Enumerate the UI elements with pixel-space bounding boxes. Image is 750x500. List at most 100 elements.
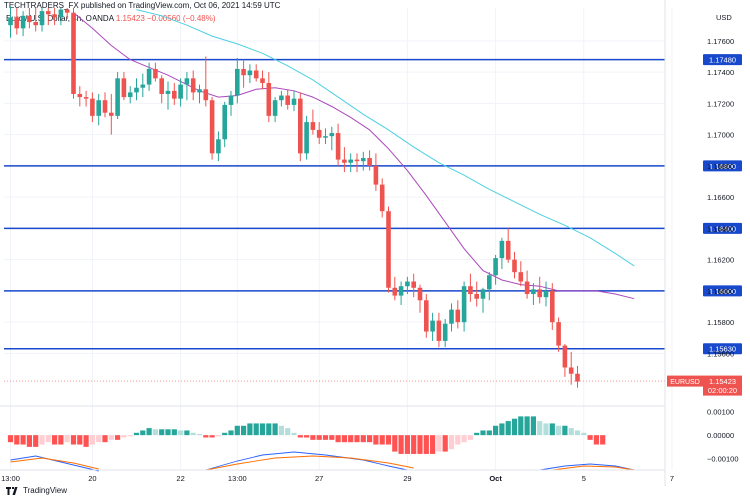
price-tick-label: 1.16600 bbox=[707, 193, 734, 202]
macd-bar bbox=[581, 432, 587, 436]
candle bbox=[64, 8, 70, 19]
candle bbox=[512, 251, 517, 279]
symbol-name: Euro / U.S. Dollar, 4h, OANDA bbox=[6, 14, 114, 23]
macd-line-3 bbox=[539, 463, 635, 471]
candle bbox=[354, 153, 360, 173]
candle bbox=[562, 344, 568, 377]
candle-body bbox=[480, 289, 486, 299]
candle bbox=[398, 281, 404, 305]
macd-bar bbox=[272, 423, 278, 436]
macd-bar bbox=[215, 435, 221, 437]
candle bbox=[474, 281, 479, 307]
candle bbox=[493, 254, 498, 285]
candle bbox=[279, 90, 284, 107]
macd-bar bbox=[64, 435, 70, 443]
candle-body bbox=[14, 17, 20, 29]
time-tick-label: Oct bbox=[489, 474, 502, 483]
ma-slow-line bbox=[136, 9, 635, 267]
tradingview-logo-icon bbox=[6, 486, 18, 495]
macd-bar bbox=[146, 428, 152, 436]
tradingview-brand[interactable]: TradingView bbox=[6, 486, 67, 495]
candle-body bbox=[505, 240, 511, 260]
candle-body bbox=[562, 345, 568, 368]
price-tag: 1.15423 bbox=[709, 377, 736, 386]
candle bbox=[518, 261, 524, 287]
candle-body bbox=[537, 289, 542, 298]
macd-bar bbox=[385, 435, 392, 445]
candle bbox=[172, 83, 177, 105]
time-tick-label: 13:00 bbox=[1, 474, 20, 483]
macd-bar bbox=[234, 425, 240, 436]
macd-bar bbox=[203, 435, 209, 438]
symbol-tag-bg bbox=[667, 375, 703, 387]
level-label: 1.16000 bbox=[709, 287, 736, 296]
macd-bar bbox=[152, 429, 158, 436]
macd-bar bbox=[455, 435, 461, 445]
candle-body bbox=[298, 98, 303, 154]
macd-bar bbox=[360, 435, 366, 443]
candle-body bbox=[190, 78, 196, 93]
candle bbox=[405, 276, 410, 295]
macd-bar bbox=[253, 423, 259, 436]
candle-body bbox=[405, 281, 410, 287]
macd-bar bbox=[228, 430, 234, 436]
candle-body bbox=[165, 90, 171, 94]
candle bbox=[531, 283, 536, 305]
candle-body bbox=[461, 286, 467, 323]
time-axis: 13:00 20 22 13:00 27 29 Oct 5 7 bbox=[0, 469, 674, 483]
macd-bar bbox=[335, 435, 341, 443]
price-tick-label: 1.17200 bbox=[707, 99, 734, 108]
candle bbox=[487, 272, 492, 301]
candle bbox=[140, 73, 146, 98]
candle bbox=[524, 270, 530, 299]
candle bbox=[127, 86, 133, 104]
price-axis: 1.17600 1.17400 1.17200 1.17000 1.16800 1.166… bbox=[664, 0, 734, 486]
price-tick-label: 1.16400 bbox=[707, 224, 734, 233]
candle bbox=[216, 131, 221, 162]
macd-bar bbox=[285, 428, 291, 436]
candle-body bbox=[430, 320, 435, 332]
candle-body bbox=[153, 68, 158, 79]
publish-info: TECHTRADERS_FX published on TradingView.… bbox=[4, 1, 281, 10]
candle bbox=[550, 283, 555, 330]
time-tick-label: 20 bbox=[88, 474, 96, 483]
macd-bar bbox=[222, 432, 228, 436]
candlesticks bbox=[8, 6, 580, 388]
candle bbox=[480, 287, 486, 313]
candle-body bbox=[272, 100, 278, 116]
macd-bar bbox=[304, 435, 310, 438]
candle bbox=[190, 70, 196, 101]
candle bbox=[499, 237, 505, 270]
candle bbox=[436, 312, 442, 348]
candle bbox=[455, 300, 461, 329]
candle-body bbox=[373, 165, 379, 185]
candle bbox=[575, 365, 580, 388]
candle bbox=[367, 150, 372, 171]
macd-bar bbox=[291, 432, 297, 436]
candle bbox=[392, 276, 398, 301]
candle-body bbox=[216, 139, 221, 154]
candle-body bbox=[329, 133, 335, 137]
candle-body bbox=[411, 281, 416, 288]
candle bbox=[33, 8, 38, 32]
macd-bar bbox=[341, 435, 347, 443]
macd-bar bbox=[480, 430, 486, 436]
candle-body bbox=[247, 70, 253, 76]
macd-bar bbox=[241, 425, 247, 436]
candle-body bbox=[568, 367, 574, 374]
macd-pane: 0.00100 0.00000 −0.00100 bbox=[0, 405, 739, 472]
candle bbox=[77, 86, 83, 107]
macd-bar bbox=[165, 429, 171, 436]
macd-tick-label: 0.00100 bbox=[707, 408, 734, 417]
last-price: 1.15423 bbox=[115, 14, 145, 23]
macd-bar bbox=[58, 435, 64, 445]
candle-body bbox=[499, 240, 505, 259]
price-chart[interactable]: 1.17480 1.16800 1.16400 1.16000 1.15630 EURUS… bbox=[0, 0, 750, 486]
candle-body bbox=[468, 286, 473, 295]
grid-lines bbox=[4, 8, 673, 470]
candle bbox=[247, 64, 253, 84]
macd-bar bbox=[367, 435, 373, 443]
macd-bar bbox=[278, 425, 284, 436]
candle bbox=[329, 126, 335, 151]
candle bbox=[304, 115, 309, 160]
